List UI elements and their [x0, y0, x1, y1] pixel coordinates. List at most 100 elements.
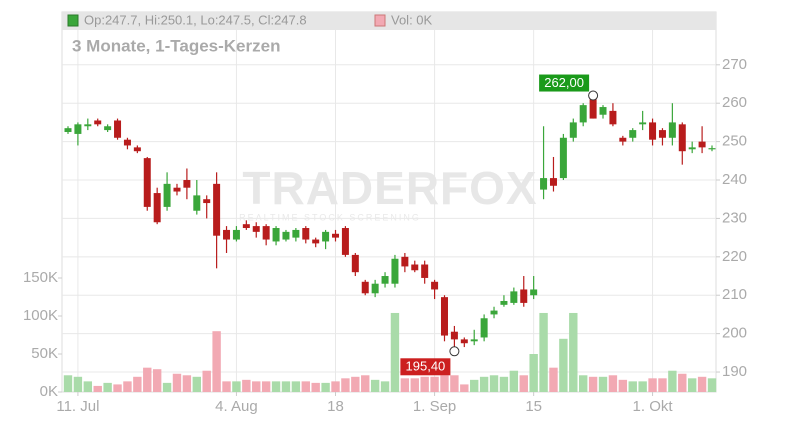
volume-text: Vol: 0K: [391, 12, 433, 27]
volume-bar: [351, 376, 360, 392]
candle-body: [639, 122, 647, 125]
candle-body: [569, 122, 577, 138]
candle-body: [431, 281, 439, 290]
candle-body: [589, 99, 597, 119]
volume-bar: [569, 312, 578, 392]
volume-bar: [400, 378, 410, 392]
volume-tick-label: 100K: [23, 307, 58, 324]
volume-bar: [618, 379, 628, 392]
y-tick-label: 240: [722, 171, 747, 188]
candle-body: [371, 283, 379, 294]
candle-body: [114, 120, 122, 138]
candle-body: [143, 158, 151, 207]
annotation-marker: [449, 346, 460, 357]
volume-bar: [113, 384, 122, 392]
annotation-box: [400, 358, 451, 376]
x-tick-label: 1. Sep: [413, 398, 456, 415]
candle-body: [64, 128, 72, 133]
candle-body: [322, 231, 330, 242]
candle-body: [223, 229, 231, 240]
volume-bar: [707, 378, 717, 392]
volume-bar: [83, 381, 93, 392]
volume-bar: [63, 375, 73, 392]
ohlc-swatch: [67, 14, 79, 27]
candle-body: [658, 130, 666, 138]
volume-bar: [252, 381, 261, 392]
volume-bar: [232, 381, 241, 392]
volume-swatch: [374, 14, 386, 27]
grid: [58, 12, 720, 396]
x-tick-label: 11. Jul: [56, 398, 99, 415]
volume-bar: [499, 376, 509, 392]
candle-body: [490, 310, 498, 315]
candle-body: [183, 180, 191, 188]
candle-body: [232, 229, 240, 240]
watermark: TRADERFOX: [242, 162, 537, 214]
annotation-marker: [588, 90, 599, 101]
volume-bar: [271, 381, 281, 392]
volume-bar: [450, 375, 459, 392]
candle-body: [460, 339, 468, 344]
candle-body: [282, 231, 290, 240]
volume-bar: [321, 382, 330, 392]
volume-bar: [440, 375, 449, 392]
volume-bar: [559, 338, 568, 392]
candle-body: [510, 291, 518, 303]
candle-body: [193, 195, 201, 211]
candle-body: [619, 137, 627, 142]
candle-body: [579, 105, 587, 123]
volume-bar: [588, 376, 598, 392]
volume-bar: [509, 370, 519, 392]
annotation-label: 262,00: [544, 75, 584, 90]
annotation-label: 195,40: [406, 359, 446, 374]
volume-bar: [281, 381, 291, 392]
volume-bar: [152, 369, 162, 392]
candle-body: [351, 254, 359, 273]
candle-body: [698, 141, 706, 148]
ohlc-text: Op:247.7, Hi:250.1, Lo:247.5, Cl:247.8: [84, 12, 307, 27]
y-tick-label: 250: [722, 133, 747, 150]
plot-area: [61, 11, 717, 393]
candle-body: [381, 276, 389, 284]
volume-bar: [697, 376, 707, 392]
candle-body: [292, 229, 300, 238]
volume-bar: [311, 382, 320, 392]
volume-bar: [341, 378, 350, 392]
volume-bar: [123, 381, 132, 392]
y-tick-label: 190: [722, 363, 747, 380]
volume-bar: [420, 376, 429, 392]
subtitle: 3 Monate, 1-Tages-Kerzen: [72, 36, 280, 55]
volume-bar: [678, 373, 687, 392]
y-tick-label: 210: [722, 286, 747, 303]
volume-bar: [261, 381, 271, 392]
candle-body: [302, 228, 310, 240]
volume-bar: [370, 379, 380, 392]
candle-body: [262, 226, 270, 240]
candle-body: [123, 139, 131, 146]
candle-body: [173, 187, 181, 192]
volume-bar: [301, 381, 310, 392]
candle-body: [609, 110, 617, 125]
volume-bar: [212, 331, 221, 392]
candle-body: [272, 228, 280, 242]
candle-body: [163, 183, 171, 207]
volume-bar: [489, 375, 499, 392]
candle-body: [708, 148, 716, 150]
candle-body: [520, 289, 528, 303]
volume-bar: [410, 378, 419, 392]
candle-body: [480, 318, 488, 338]
candle-body: [500, 300, 508, 305]
candle-body: [74, 124, 82, 134]
volume-bar: [331, 381, 340, 392]
candle-body: [688, 147, 696, 150]
candle-body: [341, 228, 349, 255]
candle-body: [599, 107, 607, 115]
y-tick-label: 260: [722, 94, 747, 111]
y-tick-label: 270: [722, 56, 747, 73]
volume-bar: [638, 381, 647, 392]
volume-bar: [133, 376, 142, 392]
candle-body: [450, 331, 458, 340]
candle-body: [153, 193, 161, 223]
volume-bar: [93, 385, 102, 392]
